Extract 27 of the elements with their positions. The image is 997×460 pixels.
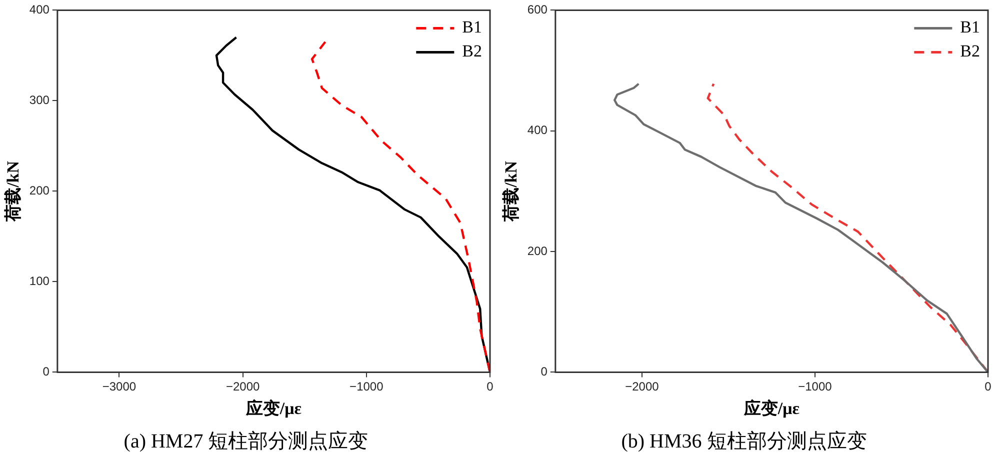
y-tick-label: 400 [527,123,548,138]
y-tick-label: 100 [29,274,50,288]
y-tick-label: 200 [527,244,548,258]
y-tick-label: 0 [42,364,50,379]
y-axis-title: 荷载/kN [502,160,521,222]
x-tick-label: −1000 [798,380,832,394]
line-series [310,40,490,372]
x-tick-label: −3000 [102,380,136,394]
y-axis-title: 荷载/kN [4,160,23,222]
y-tick-label: 0 [540,364,548,379]
x-tick-label: −2000 [625,380,660,394]
legend-label: B2 [960,42,980,61]
legend-label: B1 [960,18,980,37]
x-tick-label: −1000 [350,380,384,394]
x-axis-title: 应变/με [742,399,800,418]
x-tick-label: −2000 [226,380,260,394]
y-tick-label: 300 [29,93,50,108]
text: (b) HM36 短柱部分测点应变 [621,430,867,452]
legend-label: B2 [462,42,482,61]
x-tick-label: 0 [984,380,992,394]
y-tick-label: 200 [29,184,50,198]
legend-label: B1 [462,18,482,37]
x-axis-title: 应变/με [244,399,302,418]
y-tick-label: 400 [29,2,50,17]
x-tick-label: 0 [486,380,494,394]
y-tick-label: 600 [527,2,548,17]
text: (a) HM27 短柱部分测点应变 [124,430,368,452]
